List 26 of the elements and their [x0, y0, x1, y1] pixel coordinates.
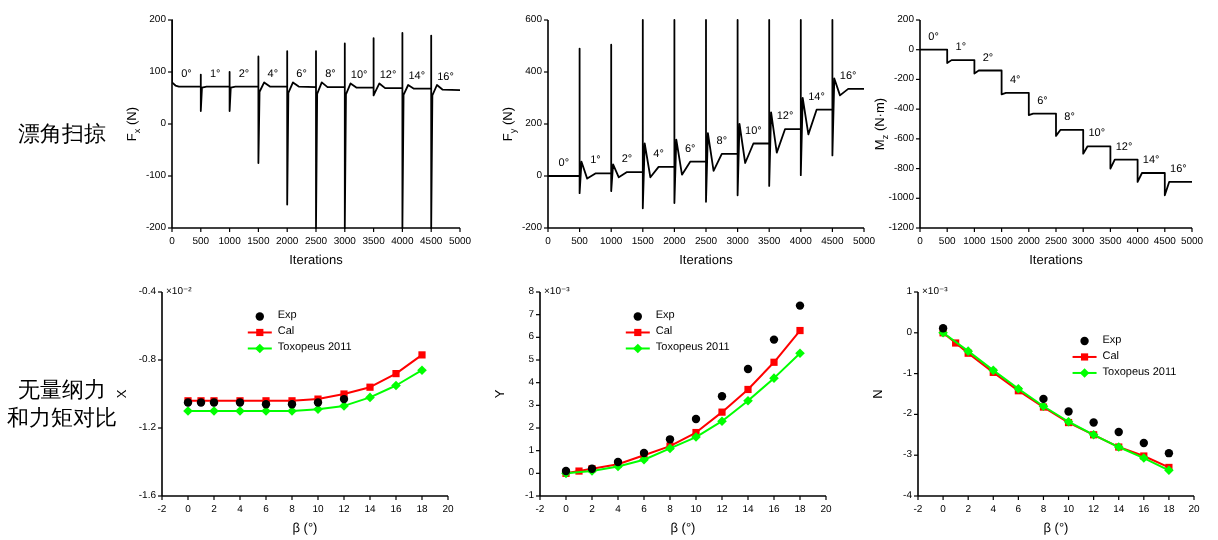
point — [339, 394, 349, 404]
point — [1064, 407, 1073, 416]
point — [1164, 448, 1174, 458]
point — [1039, 394, 1048, 404]
point — [743, 364, 753, 374]
point — [770, 358, 778, 366]
point — [1089, 418, 1098, 427]
point — [717, 392, 727, 401]
point — [418, 351, 426, 359]
point — [366, 383, 374, 391]
point — [391, 380, 401, 391]
point — [769, 335, 779, 344]
point — [365, 392, 375, 403]
text: 漂角扫掠 — [18, 120, 106, 147]
point — [691, 414, 701, 424]
point — [796, 326, 804, 335]
text: 无量纲力和力矩对比 — [7, 376, 117, 431]
point — [938, 324, 948, 333]
point — [665, 435, 675, 444]
point — [718, 408, 726, 416]
point — [1139, 438, 1149, 448]
point — [743, 396, 753, 406]
point — [392, 370, 400, 378]
point — [795, 301, 805, 310]
point — [1114, 427, 1123, 437]
point — [744, 385, 752, 394]
